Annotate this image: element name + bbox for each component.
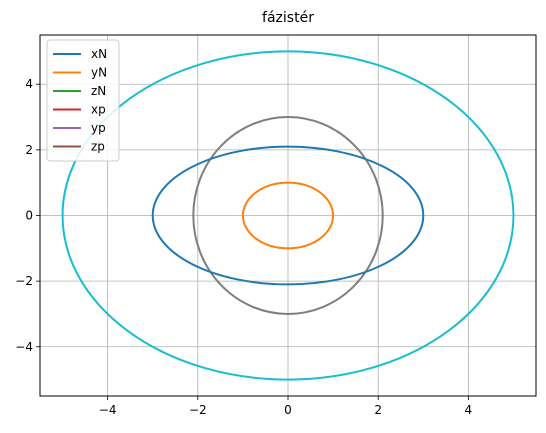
x-axis-ticks: −4 −2 0 2 4 (99, 396, 472, 417)
y-tick-label: 0 (25, 209, 33, 223)
y-tick-label: −2 (15, 274, 33, 288)
x-tick-label: −2 (189, 403, 207, 417)
grid-lines (40, 35, 536, 396)
legend: xN yN zN xp yp zp (46, 39, 120, 162)
x-tick-label: −4 (99, 403, 117, 417)
plot-curves (61, 50, 515, 381)
y-tick-label: −4 (15, 340, 33, 354)
y-tick-label: 4 (25, 77, 33, 91)
legend-label-yN: yN (91, 66, 107, 80)
legend-label-yp: yp (91, 121, 106, 135)
y-axis-ticks: −4 −2 0 2 4 (15, 77, 40, 354)
legend-label-zN: zN (91, 84, 106, 98)
legend-label-xp: xp (91, 103, 106, 117)
curve-zp (192, 116, 384, 315)
legend-label-xN: xN (91, 47, 107, 61)
curve-yN (241, 181, 335, 250)
curve-xN (151, 145, 425, 286)
y-tick-label: 2 (25, 143, 33, 157)
x-tick-label: 0 (284, 403, 292, 417)
curve-outer-orbit (61, 50, 515, 381)
x-tick-label: 4 (465, 403, 473, 417)
legend-label-zp: zp (91, 140, 105, 154)
chart-title: fázistér (262, 10, 314, 26)
legend-box (46, 39, 120, 162)
x-tick-label: 2 (374, 403, 382, 417)
